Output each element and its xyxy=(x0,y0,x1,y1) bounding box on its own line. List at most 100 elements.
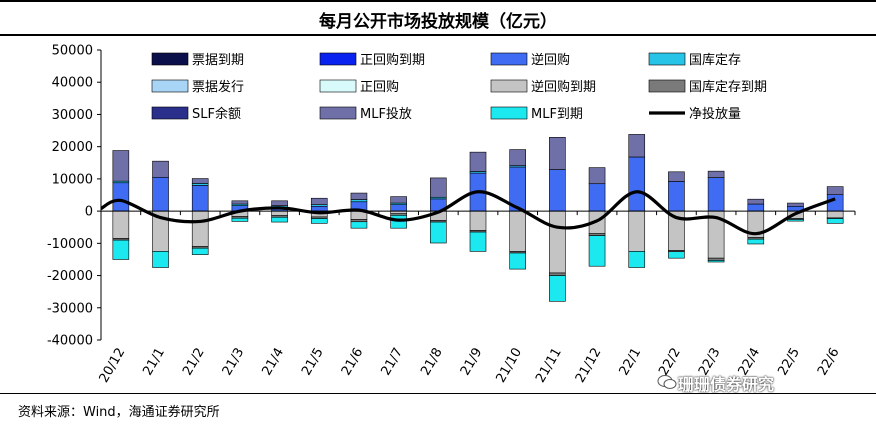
y-tick-label: -20000 xyxy=(47,269,93,284)
bar-国库定存-21/6 xyxy=(350,199,368,203)
x-tick-label: 22/5 xyxy=(775,346,803,379)
source-text: 资料来源：Wind，海通证券研究所 xyxy=(18,405,220,420)
bar-国库定存到期-21/11 xyxy=(549,272,566,276)
legend-swatch-票据发行 xyxy=(151,79,189,93)
legend-swatch-国库定存 xyxy=(648,52,686,66)
bar-MLF到期-21/10 xyxy=(509,252,526,270)
x-tick-label: 21/7 xyxy=(379,346,407,379)
bar-MLF投放-21/9 xyxy=(469,151,487,172)
bar-MLF投放-20/12 xyxy=(112,150,130,182)
bar-逆回购到期-22/1 xyxy=(628,210,646,252)
legend-swatch-MLF投放 xyxy=(319,106,357,120)
net-line xyxy=(100,190,836,236)
bar-MLF到期-21/4 xyxy=(271,216,288,223)
bar-MLF到期-22/6 xyxy=(826,218,844,224)
bar-逆回购-21/11 xyxy=(549,169,566,212)
bar-逆回购-22/4 xyxy=(747,203,765,212)
legend-label-正回购到期: 正回购到期 xyxy=(360,52,425,68)
y-tick-label: 10000 xyxy=(52,172,93,187)
x-tick-label: 21/6 xyxy=(339,346,367,379)
bar-逆回购到期-21/2 xyxy=(191,210,209,247)
bar-MLF投放-21/10 xyxy=(509,149,526,166)
bar-MLF到期-22/3 xyxy=(707,260,725,263)
bar-MLF投放-21/2 xyxy=(191,178,209,184)
bar-逆回购到期-21/9 xyxy=(469,210,487,231)
y-tick-label: 40000 xyxy=(52,76,93,91)
bar-逆回购-21/2 xyxy=(191,185,209,212)
bar-逆回购-21/1 xyxy=(152,176,169,212)
bar-MLF到期-20/12 xyxy=(112,239,130,260)
y-tick-label: 30000 xyxy=(52,108,93,123)
legend-swatch-票据到期 xyxy=(151,52,189,66)
legend-swatch-国库定存到期 xyxy=(648,79,686,93)
bar-MLF投放-21/4 xyxy=(271,200,288,206)
bar-逆回购-21/7 xyxy=(390,204,407,212)
chart-area: 50000 40000 30000 20000 10000 0 -10000 -20000 -3… xyxy=(47,44,856,386)
bar-MLF投放-22/3 xyxy=(707,170,725,178)
bar-MLF到期-22/5 xyxy=(787,219,804,222)
bar-MLF到期-21/12 xyxy=(588,235,606,267)
x-tick-label: 21/2 xyxy=(180,346,208,379)
legend-label-国库定存: 国库定存 xyxy=(689,52,741,68)
x-tick-label: 21/4 xyxy=(259,346,287,379)
x-tick-label: 21/1 xyxy=(140,346,168,379)
x-tick-label: 21/8 xyxy=(418,346,446,379)
legend-label-票据到期: 票据到期 xyxy=(192,53,244,68)
bar-逆回购-20/12 xyxy=(112,182,130,212)
legend-swatch-SLF余额 xyxy=(151,106,189,120)
bar-MLF投放-22/5 xyxy=(787,202,804,207)
legend-label-票据发行: 票据发行 xyxy=(192,79,244,95)
bar-逆回购-21/12 xyxy=(588,183,606,212)
legend-swatch-正回购 xyxy=(319,79,357,93)
legend-swatch-逆回购 xyxy=(490,52,528,66)
bar-MLF到期-21/5 xyxy=(310,218,328,224)
legend-label-净投放量: 净投放量 xyxy=(689,106,741,122)
bar-逆回购到期-21/11 xyxy=(549,210,566,274)
legend-label-逆回购到期: 逆回购到期 xyxy=(531,79,596,95)
x-tick-label: 22/6 xyxy=(815,346,843,379)
bar-MLF到期-21/9 xyxy=(469,231,487,252)
y-tick-label: 20000 xyxy=(52,140,93,155)
bar-MLF到期-22/2 xyxy=(668,251,685,259)
x-tick-label: 21/5 xyxy=(299,346,327,379)
legend-label-MLF到期: MLF到期 xyxy=(531,107,583,122)
bar-逆回购到期-20/12 xyxy=(112,210,130,239)
bar-MLF投放-21/12 xyxy=(588,167,606,185)
legend-label-国库定存到期: 国库定存到期 xyxy=(689,79,767,95)
bar-国库定存到期-22/3 xyxy=(707,257,725,261)
bar-逆回购-22/1 xyxy=(628,156,646,212)
bar-国库定存到期-21/6 xyxy=(350,219,368,223)
y-tick-label: -10000 xyxy=(47,237,93,252)
bar-MLF投放-22/4 xyxy=(747,198,765,205)
legend-label-正回购: 正回购 xyxy=(360,79,399,95)
x-tick-label: 21/10 xyxy=(493,346,525,386)
legend-label-逆回购: 逆回购 xyxy=(531,52,570,68)
x-tick-label: 22/1 xyxy=(617,346,645,379)
bar-MLF到期-22/1 xyxy=(628,251,646,268)
legend-label-SLF余额: SLF余额 xyxy=(192,106,241,122)
bar-MLF到期-21/1 xyxy=(152,251,169,268)
bar-逆回购-22/2 xyxy=(668,181,685,212)
y-tick-label: -30000 xyxy=(47,301,93,316)
y-tick-label: -40000 xyxy=(47,334,93,349)
bar-MLF到期-22/4 xyxy=(747,238,765,245)
bar-MLF投放-21/1 xyxy=(152,160,169,178)
x-tick-label: 20/12 xyxy=(97,346,129,386)
bar-逆回购-22/3 xyxy=(707,177,725,212)
legend-swatch-正回购到期 xyxy=(319,52,357,66)
bar-逆回购到期-21/4 xyxy=(271,210,288,216)
watermark: 珊珊债券研究 xyxy=(678,375,775,394)
wechat-icon xyxy=(657,375,677,389)
title-bar: 每月公开市场投放规模（亿元） xyxy=(0,0,876,36)
x-tick-label: 21/3 xyxy=(220,346,248,379)
bar-MLF到期-21/6 xyxy=(350,221,368,229)
bar-MLF到期-21/7 xyxy=(390,215,407,229)
bar-MLF投放-21/11 xyxy=(549,137,566,170)
y-tick-label: 0 xyxy=(85,205,93,220)
bar-MLF到期-21/3 xyxy=(231,217,249,222)
source-bar: 资料来源：Wind，海通证券研究所 xyxy=(0,393,876,425)
bar-MLF到期-21/11 xyxy=(549,275,566,302)
bar-MLF到期-21/8 xyxy=(430,221,447,244)
bar-逆回购到期-22/6 xyxy=(826,210,844,219)
chart-title: 每月公开市场投放规模（亿元） xyxy=(319,12,557,32)
